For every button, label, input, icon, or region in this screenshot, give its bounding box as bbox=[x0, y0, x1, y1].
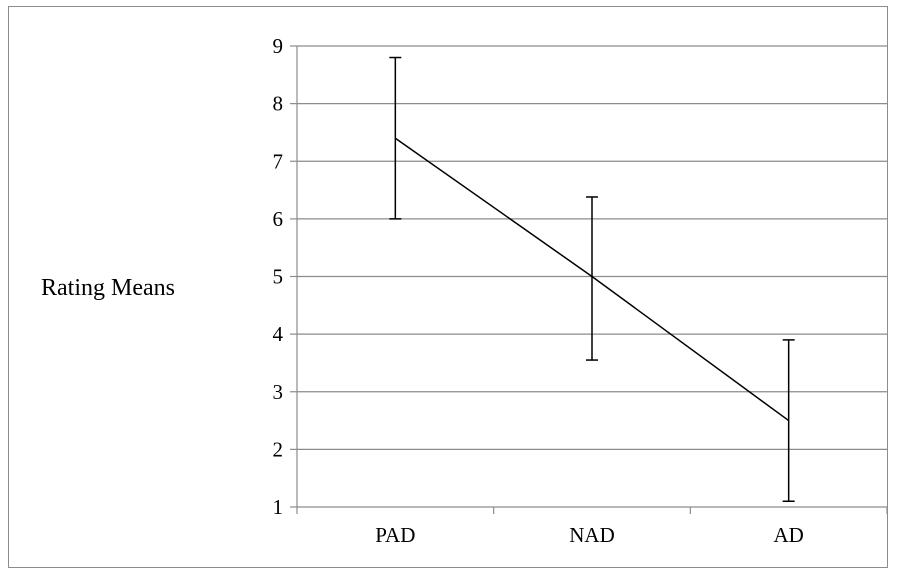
y-tick-label: 9 bbox=[273, 34, 284, 58]
y-tick-label: 5 bbox=[273, 265, 284, 289]
x-tick-label: NAD bbox=[569, 523, 615, 547]
y-tick-label: 6 bbox=[273, 207, 284, 231]
axes bbox=[290, 45, 888, 514]
y-tick-label: 1 bbox=[273, 495, 284, 519]
chart-frame: Rating Means 1 2 3 4 5 6 7 8 9 PAD NAD AD bbox=[8, 6, 888, 568]
y-tick-label: 3 bbox=[273, 380, 284, 404]
x-tick-label: PAD bbox=[375, 523, 415, 547]
error-bar bbox=[389, 56, 402, 220]
y-tick-labels: 1 2 3 4 5 6 7 8 9 bbox=[273, 34, 284, 519]
x-tick-labels: PAD NAD AD bbox=[375, 523, 804, 547]
y-tick-label: 8 bbox=[273, 92, 284, 116]
error-bars bbox=[389, 56, 795, 502]
y-tick-label: 7 bbox=[273, 149, 284, 173]
y-tick-label: 2 bbox=[273, 437, 284, 461]
line-chart: Rating Means 1 2 3 4 5 6 7 8 9 PAD NAD AD bbox=[41, 34, 888, 547]
error-bar bbox=[586, 196, 598, 361]
y-tick-label: 4 bbox=[273, 322, 284, 346]
y-axis-label: Rating Means bbox=[41, 275, 175, 301]
x-tick-label: AD bbox=[773, 523, 803, 547]
error-bar bbox=[782, 339, 795, 502]
